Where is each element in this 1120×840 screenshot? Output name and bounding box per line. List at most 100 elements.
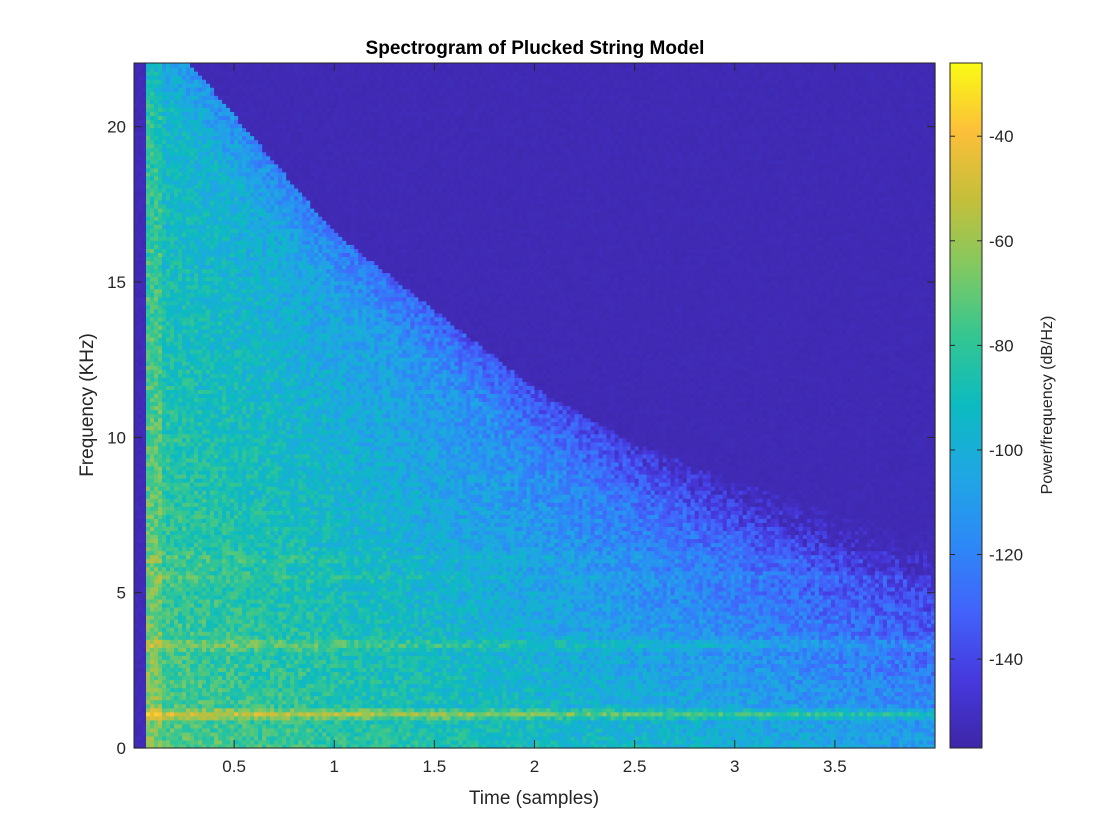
heatmap-cell — [178, 546, 183, 552]
heatmap-cell — [206, 707, 211, 713]
heatmap-cell — [146, 268, 151, 274]
heatmap-cell — [150, 405, 155, 411]
heatmap-cell — [238, 204, 243, 209]
heatmap-cell — [166, 361, 171, 366]
heatmap-cell — [202, 675, 207, 681]
heatmap-cell — [194, 377, 199, 382]
heatmap-cell — [150, 63, 155, 68]
heatmap-cell — [218, 651, 223, 656]
heatmap-cell — [210, 465, 215, 471]
heatmap-cell — [154, 570, 159, 576]
heatmap-cell — [206, 147, 211, 153]
heatmap-cell — [190, 510, 195, 515]
heatmap-cell — [162, 401, 167, 407]
heatmap-cell — [154, 534, 159, 540]
heatmap-cell — [214, 332, 219, 338]
heatmap-cell — [218, 365, 223, 370]
heatmap-cell — [158, 236, 163, 241]
heatmap-cell — [150, 474, 155, 479]
heatmap-cell — [166, 727, 171, 733]
heatmap-cell — [138, 345, 143, 350]
heatmap-cell — [134, 578, 139, 584]
heatmap-cell — [146, 75, 151, 80]
heatmap-cell — [134, 216, 139, 221]
heatmap-cell — [190, 731, 195, 737]
heatmap-cell — [142, 341, 147, 346]
heatmap-cell — [246, 409, 251, 415]
heatmap-cell — [174, 357, 179, 362]
heatmap-cell — [202, 139, 207, 145]
heatmap-cell — [150, 316, 155, 322]
heatmap-cell — [154, 715, 159, 721]
heatmap-cell — [134, 345, 139, 350]
heatmap-cell — [170, 256, 175, 262]
heatmap-cell — [186, 204, 191, 209]
heatmap-cell — [246, 139, 251, 145]
heatmap-cell — [150, 655, 155, 660]
heatmap-cell — [194, 651, 199, 656]
heatmap-cell — [182, 345, 187, 350]
heatmap-cell — [238, 502, 243, 507]
heatmap-cell — [234, 582, 239, 588]
heatmap-cell — [202, 534, 207, 540]
heatmap-cell — [158, 445, 163, 451]
heatmap-cell — [154, 562, 159, 568]
heatmap-cell — [134, 679, 139, 685]
heatmap-cell — [246, 91, 251, 96]
heatmap-cell — [194, 147, 199, 153]
heatmap-cell — [182, 441, 187, 447]
heatmap-cell — [138, 703, 143, 709]
heatmap-cell — [210, 441, 215, 447]
heatmap-cell — [162, 683, 167, 689]
heatmap-cell — [210, 554, 215, 560]
heatmap-cell — [150, 204, 155, 209]
heatmap-cell — [226, 611, 231, 616]
heatmap-cell — [150, 381, 155, 386]
heatmap-cell — [162, 562, 167, 568]
heatmap-cell — [134, 264, 139, 270]
heatmap-cell — [178, 200, 183, 205]
heatmap-cell — [186, 405, 191, 411]
heatmap-cell — [198, 671, 203, 677]
heatmap-cell — [206, 445, 211, 451]
heatmap-cell — [158, 675, 163, 681]
heatmap-cell — [182, 200, 187, 205]
heatmap-cell — [194, 91, 199, 96]
heatmap-cell — [138, 627, 143, 632]
heatmap-cell — [174, 75, 179, 80]
heatmap-cell — [170, 594, 175, 600]
heatmap-cell — [142, 482, 147, 487]
heatmap-cell — [174, 292, 179, 298]
heatmap-cell — [186, 232, 191, 237]
heatmap-cell — [146, 123, 151, 129]
heatmap-cell — [242, 91, 247, 96]
heatmap-cell — [214, 735, 219, 741]
heatmap-cell — [194, 441, 199, 447]
heatmap-cell — [134, 200, 139, 205]
heatmap-cell — [178, 421, 183, 427]
heatmap-cell — [178, 187, 183, 193]
heatmap-cell — [206, 735, 211, 741]
heatmap-cell — [146, 429, 151, 435]
heatmap-cell — [150, 598, 155, 604]
heatmap-cell — [170, 268, 175, 274]
heatmap-cell — [138, 437, 143, 443]
heatmap-cell — [230, 308, 235, 314]
heatmap-cell — [186, 433, 191, 439]
heatmap-cell — [246, 482, 251, 487]
heatmap-cell — [230, 127, 235, 133]
heatmap-cell — [190, 611, 195, 616]
heatmap-cell — [190, 594, 195, 600]
heatmap-cell — [150, 324, 155, 330]
heatmap-cell — [150, 647, 155, 652]
heatmap-cell — [190, 135, 195, 141]
heatmap-cell — [202, 478, 207, 483]
heatmap-cell — [242, 490, 247, 495]
heatmap-cell — [162, 131, 167, 137]
heatmap-cell — [218, 566, 223, 572]
heatmap-cell — [174, 377, 179, 382]
heatmap-cell — [170, 389, 175, 395]
heatmap-cell — [166, 228, 171, 233]
heatmap-cell — [138, 260, 143, 266]
heatmap-cell — [234, 413, 239, 419]
